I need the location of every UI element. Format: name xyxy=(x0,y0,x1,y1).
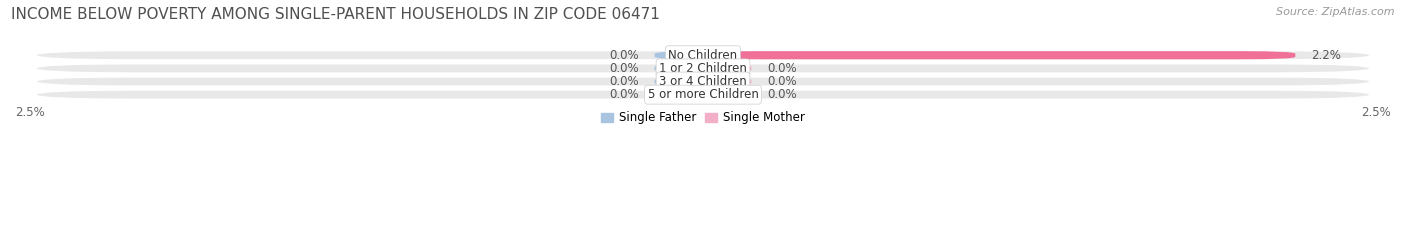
Text: 2.2%: 2.2% xyxy=(1312,49,1341,62)
Text: 0.0%: 0.0% xyxy=(768,62,797,75)
Text: 0.0%: 0.0% xyxy=(768,88,797,101)
FancyBboxPatch shape xyxy=(35,90,1371,99)
FancyBboxPatch shape xyxy=(697,77,756,86)
FancyBboxPatch shape xyxy=(35,77,1371,86)
Legend: Single Father, Single Mother: Single Father, Single Mother xyxy=(596,107,810,129)
Text: No Children: No Children xyxy=(668,49,738,62)
Text: 0.0%: 0.0% xyxy=(768,75,797,88)
FancyBboxPatch shape xyxy=(703,51,1295,59)
Text: 5 or more Children: 5 or more Children xyxy=(648,88,758,101)
Text: INCOME BELOW POVERTY AMONG SINGLE-PARENT HOUSEHOLDS IN ZIP CODE 06471: INCOME BELOW POVERTY AMONG SINGLE-PARENT… xyxy=(11,7,661,22)
FancyBboxPatch shape xyxy=(650,77,709,86)
Text: 0.0%: 0.0% xyxy=(609,62,638,75)
Text: 1 or 2 Children: 1 or 2 Children xyxy=(659,62,747,75)
FancyBboxPatch shape xyxy=(650,64,709,72)
FancyBboxPatch shape xyxy=(697,64,756,72)
FancyBboxPatch shape xyxy=(650,91,709,99)
FancyBboxPatch shape xyxy=(35,50,1371,60)
Text: 0.0%: 0.0% xyxy=(609,49,638,62)
FancyBboxPatch shape xyxy=(650,51,709,59)
Text: 3 or 4 Children: 3 or 4 Children xyxy=(659,75,747,88)
FancyBboxPatch shape xyxy=(35,63,1371,73)
Text: 0.0%: 0.0% xyxy=(609,88,638,101)
Text: Source: ZipAtlas.com: Source: ZipAtlas.com xyxy=(1277,7,1395,17)
Text: 0.0%: 0.0% xyxy=(609,75,638,88)
FancyBboxPatch shape xyxy=(697,91,756,99)
